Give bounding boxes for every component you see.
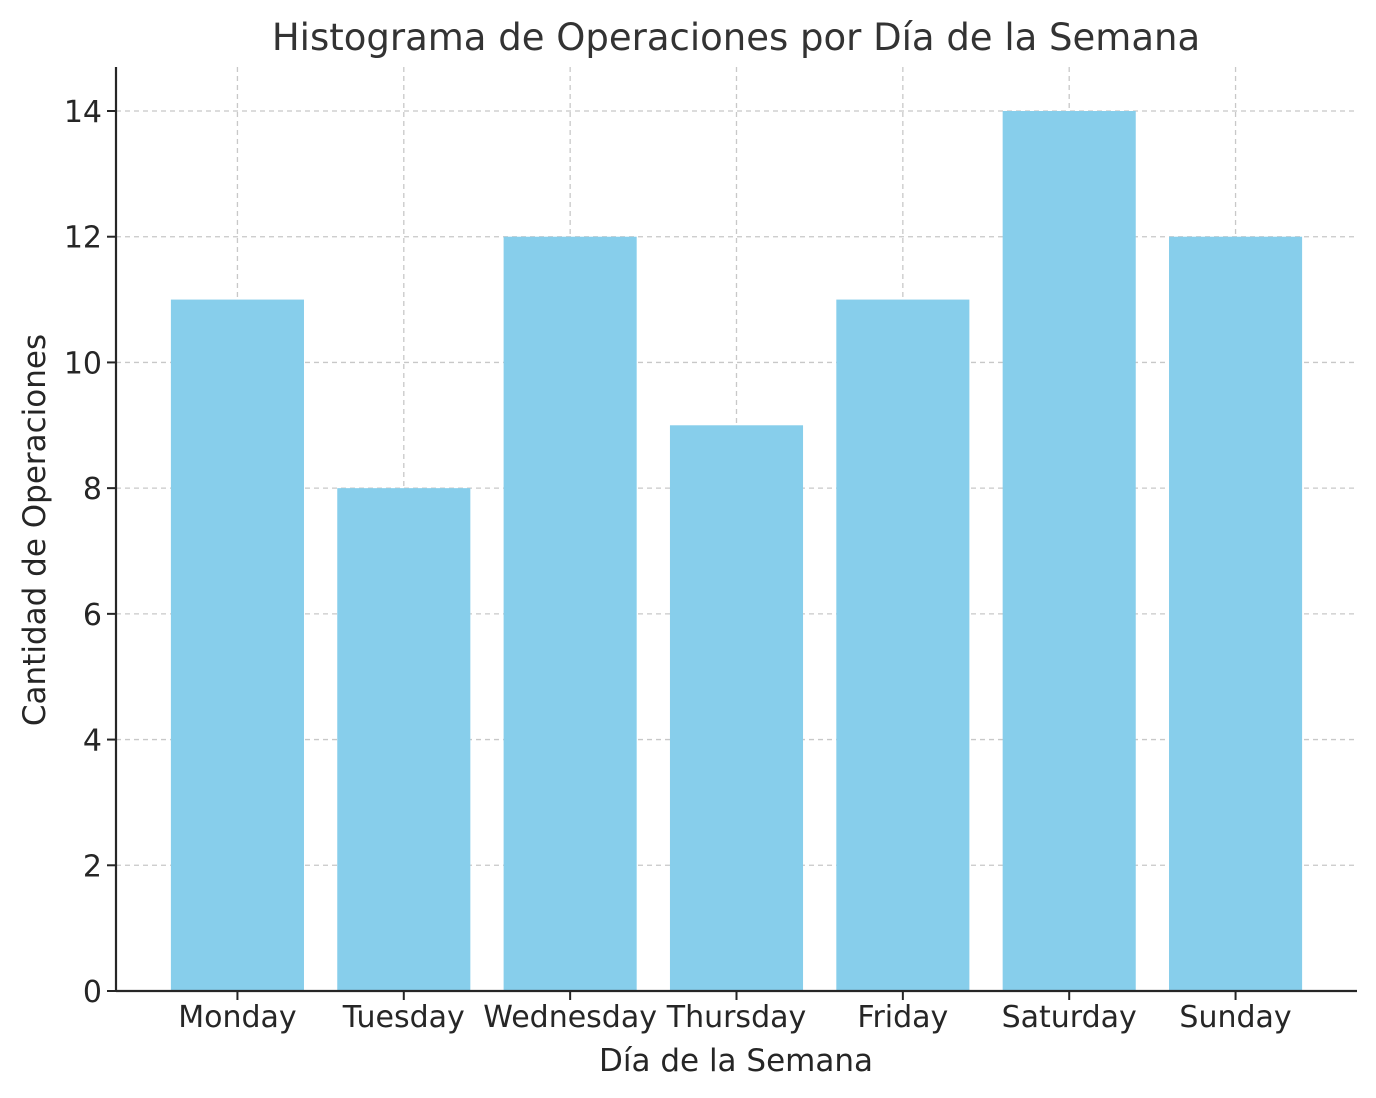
y-axis-label: Cantidad de Operaciones [17,334,53,726]
y-tick-label: 2 [83,849,102,884]
bar-thursday [669,425,804,991]
y-tick-label: 4 [83,724,102,759]
y-tick-label: 10 [64,346,102,381]
axes-layer: 0 2 4 6 8 10 12 14 Monday Tuesday Wednesday Thursda… [64,67,1357,1035]
x-tick-label: Monday [178,1000,296,1035]
x-axis-label: Día de la Semana [599,1043,873,1079]
x-tick-label: Wednesday [483,1000,657,1035]
chart-title: Histograma de Operaciones por Día de la … [272,16,1200,59]
x-tick-label: Friday [857,1000,948,1035]
bars-layer [170,111,1303,992]
bar-sunday [1169,236,1303,991]
bar-friday [836,299,970,992]
y-tick-label: 14 [64,95,102,130]
y-tick-label: 12 [64,221,102,256]
bar-tuesday [337,488,471,991]
x-tick-label: Sunday [1179,1000,1291,1035]
y-tick-label: 0 [83,975,102,1010]
bar-wednesday [503,236,637,991]
bar-monday [170,299,304,992]
y-tick-label: 6 [83,598,102,633]
x-tick-label: Tuesday [342,1000,465,1035]
x-tick-label: Saturday [1002,1000,1137,1035]
x-tick-label: Thursday [666,1000,807,1035]
bar-saturday [1002,111,1136,991]
y-tick-label: 8 [83,472,102,507]
